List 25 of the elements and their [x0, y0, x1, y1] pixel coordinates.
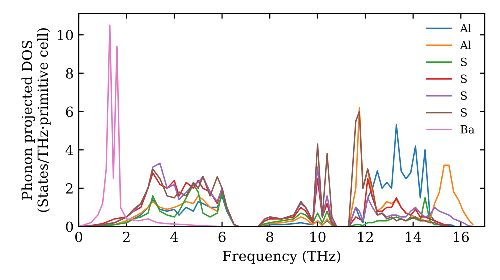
x-tick-label: 14 [406, 232, 422, 242]
y-tick-label: 6 [66, 106, 74, 118]
legend-label: Al [460, 24, 472, 32]
x-tick-label: 4 [170, 232, 178, 242]
y-tick-label: 2 [66, 183, 73, 194]
y-axis-title: Phonon projected DOS (States/THz·primitive cell) [22, 28, 51, 212]
legend-label: Ba [460, 126, 475, 134]
x-tick-label: 2 [123, 232, 130, 242]
x-tick-label: 10 [310, 232, 326, 242]
x-tick-label: 8 [266, 232, 274, 242]
legend-label: S [461, 58, 468, 66]
x-axis-title: Frequency (THz) [223, 250, 340, 264]
y-tick-label: 4 [66, 145, 74, 156]
legend-label: S [461, 108, 468, 117]
legend-label: S [461, 74, 468, 84]
legend-label: Al [460, 40, 472, 50]
legend-label: S [461, 92, 468, 100]
y-tick-label: 10 [58, 30, 74, 41]
x-tick-label: 12 [358, 232, 374, 242]
y-tick-label: 8 [66, 68, 74, 79]
x-tick-label: 16 [454, 232, 470, 242]
line-series [126, 124, 455, 227]
x-tick-label: 0 [75, 232, 82, 242]
x-tick-label: 6 [218, 232, 226, 242]
y-tick-label: 0 [66, 222, 74, 232]
